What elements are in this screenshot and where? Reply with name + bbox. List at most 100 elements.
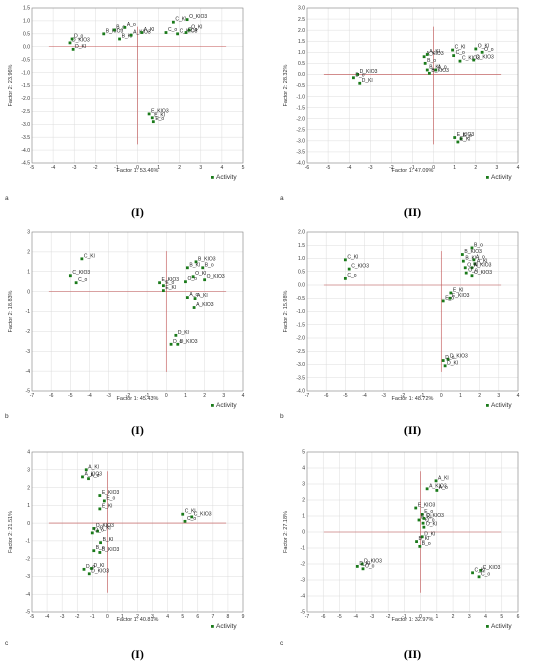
data-point [150, 116, 154, 120]
data-point [423, 61, 427, 65]
point-label: D_KIO3 [364, 559, 382, 565]
x-tick-label: -2 [93, 165, 98, 171]
x-tick-label: -3 [382, 393, 387, 399]
x-tick-label: 3 [199, 165, 202, 171]
x-tick-label: 4 [242, 393, 245, 399]
y-tick-label: -3 [26, 574, 31, 580]
y-tick-label: 1.5 [23, 6, 30, 12]
y-tick-label: 2 [27, 485, 30, 491]
x-tick-label: 5 [242, 165, 245, 171]
x-tick-label: 2 [478, 393, 481, 399]
x-tick-label: 9 [242, 614, 245, 620]
x-axis-title: Factor 1: 53.46% [117, 168, 159, 174]
data-point [174, 333, 178, 337]
point-label: O_Kl [100, 526, 111, 532]
x-tick-label: -3 [107, 393, 112, 399]
data-point [68, 274, 72, 278]
point-label: A_KIO3 [429, 483, 447, 489]
x-axis-title: Factor 1: 40.81% [117, 617, 159, 623]
data-point [98, 551, 102, 554]
point-label: E_o [106, 495, 115, 501]
data-point [422, 55, 426, 59]
legend-marker [211, 625, 214, 628]
point-label: B_o [422, 541, 431, 547]
data-point [203, 278, 207, 282]
data-point [184, 31, 188, 34]
data-point [464, 271, 468, 275]
x-tick-label: -5 [68, 393, 73, 399]
y-axis-title: Factor 2: 18.83% [8, 290, 14, 332]
plot-frame [31, 451, 244, 613]
x-tick-label: -4 [347, 165, 352, 171]
data-point [472, 58, 476, 62]
data-point [129, 33, 133, 37]
y-tick-label: 0.0 [23, 44, 30, 50]
x-tick-label: 4 [517, 165, 520, 171]
data-point [190, 515, 194, 519]
data-point [425, 53, 429, 56]
point-label: B_o [116, 24, 125, 30]
x-tick-label: -2 [386, 614, 391, 620]
data-point [441, 299, 445, 303]
x-tick-label: -1 [402, 614, 407, 620]
x-tick-label: -6 [49, 393, 54, 399]
data-point [90, 567, 93, 570]
point-label: D_o [445, 355, 454, 361]
point-label: A_o [476, 254, 485, 260]
point-label: D_Kl [359, 561, 370, 567]
point-label: A_Kl [429, 49, 440, 55]
point-label: B_o [96, 545, 105, 551]
point-label: D_Kl [424, 531, 435, 537]
point-label: A_Kl [197, 293, 208, 299]
x-tick-label: -4 [362, 393, 367, 399]
x-tick-label: -4 [51, 165, 56, 171]
plot-frame [306, 7, 519, 164]
plot-frame [306, 451, 519, 613]
data-point [480, 50, 484, 54]
y-tick-label: 0 [27, 521, 30, 527]
data-point [446, 357, 450, 361]
point-label: E_KIO3 [162, 277, 180, 283]
data-point [470, 246, 474, 250]
point-label: D_o [355, 72, 364, 78]
point-label: E_KIO3 [102, 490, 120, 496]
data-point [417, 518, 421, 522]
data-point [425, 487, 429, 491]
panel-letter: a [280, 195, 284, 202]
point-label: O_KIO3 [96, 523, 114, 529]
point-label: E_KIO3 [452, 293, 470, 299]
data-point [96, 529, 99, 533]
point-label: A_KIO3 [84, 471, 102, 477]
x-tick-label: 0 [440, 393, 443, 399]
y-tick-label: -3 [26, 349, 31, 355]
data-point [435, 489, 439, 492]
point-label: C_o [78, 277, 87, 283]
data-point [356, 73, 360, 76]
panel-letter: b [280, 413, 284, 420]
data-point [422, 517, 426, 520]
data-point [164, 31, 168, 34]
data-point [479, 569, 483, 572]
x-tick-label: 3 [468, 614, 471, 620]
data-point [420, 535, 424, 539]
data-point [470, 266, 474, 270]
data-point [358, 81, 362, 85]
y-axis-title: Factor 2: 23.96% [8, 64, 14, 106]
y-tick-label: -0.5 [296, 296, 305, 302]
y-tick-label: 1 [302, 514, 305, 520]
point-label: D_KIO3 [180, 339, 198, 345]
x-tick-label: -2 [401, 393, 406, 399]
point-label: E_KIO3 [457, 132, 475, 138]
data-point [434, 479, 438, 483]
y-tick-label: -3.0 [21, 122, 30, 128]
data-point [118, 37, 121, 41]
y-tick-label: 1.0 [23, 19, 30, 25]
x-tick-label: -3 [72, 165, 77, 171]
y-axis-title: Factor 2: 21.51% [8, 511, 14, 553]
legend-label: Activity [491, 174, 512, 181]
y-tick-label: 1.5 [298, 243, 305, 249]
point-label: O_o [188, 27, 198, 33]
data-point [70, 37, 74, 41]
y-tick-label: 0.5 [23, 32, 30, 38]
legend-label: Activity [491, 623, 512, 630]
